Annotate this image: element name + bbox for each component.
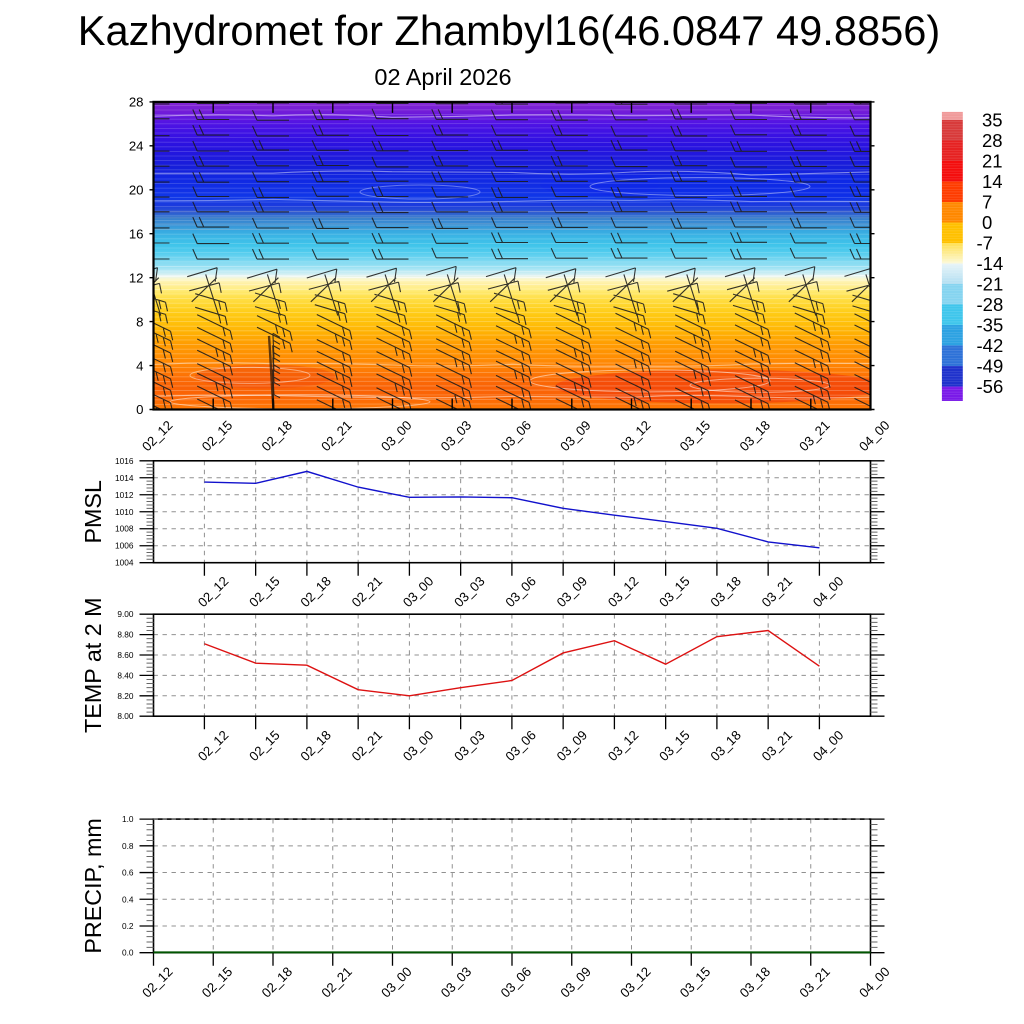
svg-text:02_15: 02_15: [246, 574, 283, 611]
svg-text:-49: -49: [977, 356, 1004, 377]
svg-text:03_00: 03_00: [378, 418, 415, 455]
svg-text:1004: 1004: [115, 558, 134, 568]
svg-text:14: 14: [982, 171, 1003, 192]
svg-text:35: 35: [982, 110, 1003, 131]
svg-text:PMSL: PMSL: [80, 480, 106, 543]
svg-text:03_06: 03_06: [497, 418, 534, 455]
svg-text:4: 4: [136, 358, 143, 373]
svg-text:02_18: 02_18: [259, 964, 296, 1001]
svg-text:8.00: 8.00: [117, 711, 134, 721]
svg-text:03_00: 03_00: [400, 728, 437, 765]
svg-text:1014: 1014: [115, 473, 134, 483]
svg-text:03_12: 03_12: [605, 574, 642, 611]
svg-text:02_15: 02_15: [199, 418, 236, 455]
svg-text:0.4: 0.4: [122, 894, 134, 904]
svg-text:02_21: 02_21: [318, 964, 355, 1001]
svg-text:0.0: 0.0: [122, 948, 134, 958]
svg-text:-7: -7: [977, 233, 993, 254]
svg-text:0: 0: [982, 212, 992, 233]
svg-text:28: 28: [129, 95, 144, 110]
svg-text:-42: -42: [977, 335, 1004, 356]
svg-text:1008: 1008: [115, 524, 134, 534]
svg-text:1.0: 1.0: [122, 814, 134, 824]
svg-text:Kazhydromet for Zhambyl16(46.0: Kazhydromet for Zhambyl16(46.0847 49.885…: [78, 7, 940, 54]
svg-text:02_15: 02_15: [199, 964, 236, 1001]
svg-text:03_09: 03_09: [554, 574, 591, 611]
svg-text:02_12: 02_12: [139, 418, 176, 455]
svg-text:1016: 1016: [115, 456, 134, 466]
svg-text:16: 16: [129, 226, 144, 241]
svg-text:03_21: 03_21: [759, 574, 796, 611]
svg-text:03_15: 03_15: [656, 728, 693, 765]
svg-text:8: 8: [136, 314, 143, 329]
svg-text:0: 0: [136, 402, 143, 417]
svg-text:03_18: 03_18: [707, 728, 744, 765]
svg-text:21: 21: [982, 151, 1003, 172]
svg-text:03_09: 03_09: [554, 728, 591, 765]
svg-text:8.20: 8.20: [117, 691, 134, 701]
svg-text:02_18: 02_18: [258, 418, 295, 455]
svg-text:-28: -28: [977, 294, 1004, 315]
svg-text:9.00: 9.00: [117, 609, 134, 619]
svg-text:TEMP at 2 M: TEMP at 2 M: [80, 597, 106, 733]
svg-text:0.6: 0.6: [122, 868, 134, 878]
svg-text:02_12: 02_12: [195, 728, 232, 765]
svg-text:03_09: 03_09: [557, 964, 594, 1001]
svg-text:03_03: 03_03: [438, 418, 475, 455]
svg-text:04_00: 04_00: [856, 418, 893, 455]
svg-text:8.60: 8.60: [117, 650, 134, 660]
svg-text:02_18: 02_18: [297, 728, 334, 765]
svg-text:1006: 1006: [115, 541, 134, 551]
svg-text:03_21: 03_21: [796, 418, 833, 455]
svg-text:03_03: 03_03: [438, 964, 475, 1001]
svg-text:03_18: 03_18: [737, 964, 774, 1001]
svg-text:-21: -21: [977, 274, 1004, 295]
svg-text:02_21: 02_21: [349, 728, 386, 765]
svg-text:03_15: 03_15: [677, 964, 714, 1001]
svg-text:04_00: 04_00: [810, 728, 847, 765]
svg-text:8.40: 8.40: [117, 670, 134, 680]
svg-text:20: 20: [129, 183, 144, 198]
svg-text:02_15: 02_15: [246, 728, 283, 765]
svg-text:04_00: 04_00: [856, 964, 893, 1001]
svg-text:02_21: 02_21: [349, 574, 386, 611]
svg-text:03_18: 03_18: [707, 574, 744, 611]
svg-text:1010: 1010: [115, 507, 134, 517]
svg-text:7: 7: [982, 192, 992, 213]
svg-text:03_21: 03_21: [796, 964, 833, 1001]
svg-text:-35: -35: [977, 315, 1004, 336]
svg-text:03_09: 03_09: [557, 418, 594, 455]
svg-text:02_21: 02_21: [318, 418, 355, 455]
svg-text:1012: 1012: [115, 490, 134, 500]
svg-text:03_15: 03_15: [677, 418, 714, 455]
svg-text:-56: -56: [977, 376, 1004, 397]
svg-text:0.8: 0.8: [122, 841, 134, 851]
svg-text:03_12: 03_12: [617, 964, 654, 1001]
svg-text:-14: -14: [977, 253, 1004, 274]
svg-text:8.80: 8.80: [117, 630, 134, 640]
svg-text:03_00: 03_00: [400, 574, 437, 611]
svg-text:PRECIP, mm: PRECIP, mm: [80, 818, 106, 954]
svg-text:02_12: 02_12: [195, 574, 232, 611]
svg-text:03_18: 03_18: [736, 418, 773, 455]
svg-text:03_03: 03_03: [451, 574, 488, 611]
svg-text:02_12: 02_12: [139, 964, 176, 1001]
svg-text:24: 24: [129, 139, 144, 154]
svg-text:03_00: 03_00: [378, 964, 415, 1001]
svg-text:03_06: 03_06: [502, 574, 539, 611]
svg-text:03_03: 03_03: [451, 728, 488, 765]
svg-text:28: 28: [982, 130, 1003, 151]
svg-text:04_00: 04_00: [810, 574, 847, 611]
svg-text:02_18: 02_18: [297, 574, 334, 611]
svg-text:03_15: 03_15: [656, 574, 693, 611]
svg-text:12: 12: [129, 270, 144, 285]
svg-text:03_12: 03_12: [617, 418, 654, 455]
svg-text:03_06: 03_06: [502, 728, 539, 765]
svg-text:02 April 2026: 02 April 2026: [374, 64, 511, 90]
svg-text:03_21: 03_21: [759, 728, 796, 765]
svg-text:03_06: 03_06: [498, 964, 535, 1001]
svg-text:03_12: 03_12: [605, 728, 642, 765]
svg-text:0.2: 0.2: [122, 921, 134, 931]
